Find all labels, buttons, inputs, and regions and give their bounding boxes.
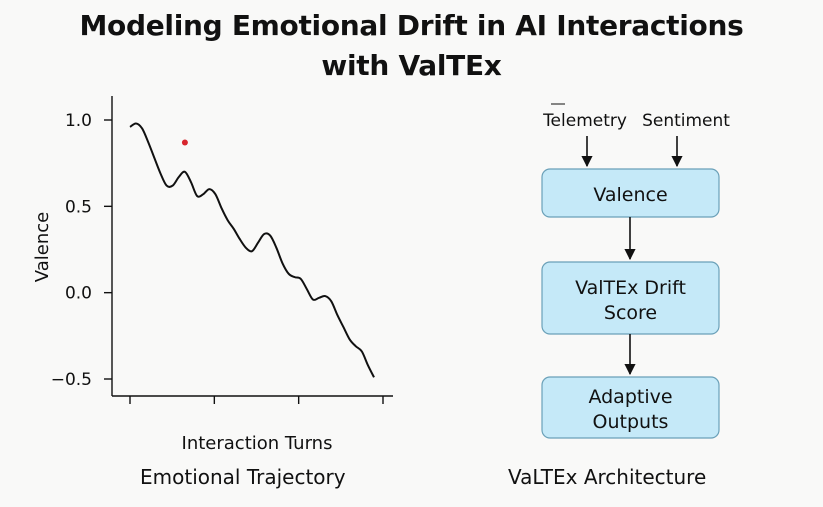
outlier-marker [181,139,188,146]
node-outputs-label-line2: Outputs [593,411,669,433]
y-tick-label: −0.5 [51,370,92,390]
title-line-2: with ValTEx [321,49,502,82]
node-valence-label: Valence [593,184,667,206]
node-outputs-box [541,376,720,439]
x-axis-label: Interaction Turns [182,433,333,454]
input-label-telemetry: Telemetry [542,111,627,131]
y-ticks: 1.0 0.5 0.0 −0.5 [51,111,112,390]
title-line-1: Modeling Emotional Drift in AI Interacti… [79,9,744,42]
x-ticks [129,396,384,404]
y-tick-label: 0.5 [65,197,92,217]
y-tick-label: 1.0 [65,111,92,131]
node-drift-label-line1: ValTEx Drift [575,277,686,299]
y-tick-label: 0.0 [65,284,92,304]
emotional-trajectory-chart: 1.0 0.5 0.0 −0.5 Valence Interaction Turns [32,96,393,454]
node-outputs-label-line1: Adaptive [588,386,672,408]
y-axis-label: Valence [32,212,53,282]
node-drift-label-line2: Score [604,302,657,324]
diagram-title: Modeling Emotional Drift in AI Interacti… [0,6,823,86]
caption-emotional-trajectory: Emotional Trajectory [140,465,346,489]
valence-series-line [129,122,375,378]
input-label-sentiment: Sentiment [642,111,730,131]
caption-valtex-architecture: VaLTEx Architecture [508,465,707,489]
valtex-architecture-diagram: Telemetry Sentiment Valence ValTEx Drift… [541,103,730,439]
